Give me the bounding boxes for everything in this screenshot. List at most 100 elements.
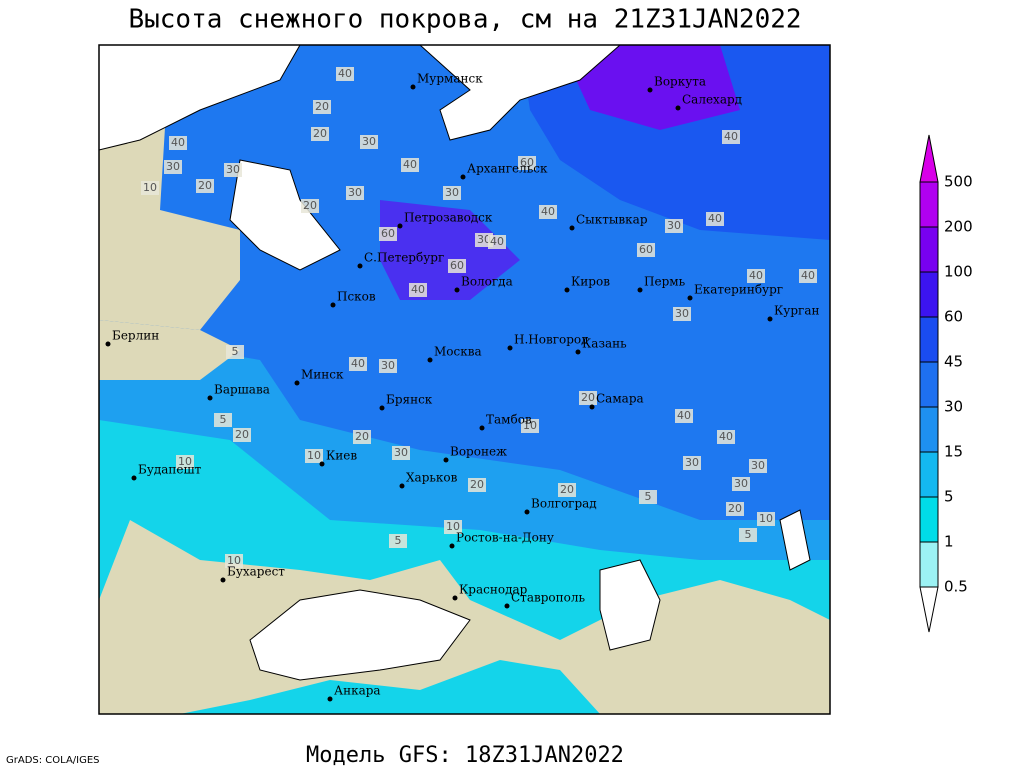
city-dot	[399, 483, 405, 489]
contour-label: 40	[338, 67, 352, 80]
city-dot	[687, 295, 693, 301]
city-label: Краснодар	[459, 583, 528, 597]
city-label: Минск	[301, 368, 344, 382]
contour-label: 40	[541, 205, 555, 218]
contour-label-box	[539, 205, 557, 219]
city-label: Берлин	[112, 329, 159, 343]
contour-label: 40	[490, 235, 504, 248]
contour-label-box	[336, 67, 354, 81]
contour-label-box	[224, 163, 242, 177]
colorbar-segment	[919, 181, 939, 228]
contour-label-box	[717, 430, 735, 444]
contour-label-box	[637, 243, 655, 257]
city-label: Мурманск	[417, 72, 483, 86]
contour-label-box	[379, 359, 397, 373]
contour-label: 30	[445, 186, 459, 199]
city-dot	[220, 577, 226, 583]
contour-label: 30	[394, 446, 408, 459]
map-frame	[98, 44, 831, 715]
city-dot	[327, 696, 333, 702]
city-label: Екатеринбург	[694, 283, 783, 297]
city-label: С.Петербург	[364, 251, 444, 265]
city-label: Брянск	[386, 393, 433, 407]
city-dot	[379, 405, 385, 411]
contour-label: 5	[395, 534, 402, 547]
contour-label-box	[389, 534, 407, 548]
contour-label-box	[196, 179, 214, 193]
contour-label-box	[233, 428, 251, 442]
city-dot	[675, 105, 681, 111]
contour-label: 60	[520, 156, 534, 169]
city-label: Н.Новгород	[514, 333, 589, 347]
contour-label-box	[799, 269, 817, 283]
contour-label-box	[448, 259, 466, 273]
city-dot	[319, 461, 325, 467]
contour-label: 20	[313, 127, 327, 140]
contour-label: 10	[227, 554, 241, 567]
city-dot	[410, 84, 416, 90]
contour-label: 30	[675, 307, 689, 320]
contour-label: 5	[745, 528, 752, 541]
contour-label-box	[226, 345, 244, 359]
colorbar-segment	[919, 361, 939, 408]
city-dot	[452, 595, 458, 601]
city-label: Тамбов	[486, 413, 532, 427]
contour-label-box	[488, 235, 506, 249]
city-dot	[569, 225, 575, 231]
contour-label: 20	[728, 502, 742, 515]
contour-label-box	[706, 212, 724, 226]
city-label: Вологда	[461, 275, 513, 289]
contour-label-box	[726, 502, 744, 516]
contour-label: 5	[645, 490, 652, 503]
city-label: Будапешт	[138, 463, 202, 477]
contour-label-box	[579, 391, 597, 405]
colorbar-segment	[919, 496, 939, 543]
subtitle: Модель GFS: 18Z31JAN2022	[306, 743, 624, 768]
caspian-sea	[599, 559, 661, 651]
contour-label-box	[305, 449, 323, 463]
city-dot	[443, 457, 449, 463]
contour-label-box	[675, 409, 693, 423]
contour-label: 60	[639, 243, 653, 256]
contour-label: 40	[171, 136, 185, 149]
contour-label: 5	[220, 413, 227, 426]
contour-label: 30	[667, 219, 681, 232]
city-label: Воркута	[654, 75, 706, 89]
contour-label-box	[392, 446, 410, 460]
city-dot	[564, 287, 570, 293]
contour-label: 20	[198, 179, 212, 192]
contour-label: 40	[403, 158, 417, 171]
contour-label: 20	[303, 199, 317, 212]
contour-label: 60	[381, 227, 395, 240]
contour-label-box	[521, 419, 539, 433]
contour-label: 10	[307, 449, 321, 462]
colorbar-upper-triangle	[919, 134, 939, 183]
city-dot	[131, 475, 137, 481]
contour-label-box	[176, 455, 194, 469]
contour-label-box	[301, 199, 319, 213]
contour-label: 20	[581, 391, 595, 404]
contour-label: 20	[235, 428, 249, 441]
city-dot	[507, 345, 513, 351]
contour-label: 20	[560, 483, 574, 496]
city-label: Анкара	[334, 684, 381, 698]
contour-label: 30	[348, 186, 362, 199]
city-dot	[427, 357, 433, 363]
city-label: Ростов-на-Дону	[456, 531, 554, 545]
contour-label-box	[732, 477, 750, 491]
city-dot	[207, 395, 213, 401]
city-dot	[647, 87, 653, 93]
contour-label: 20	[355, 430, 369, 443]
contour-label: 10	[143, 181, 157, 194]
contour-label-box	[468, 478, 486, 492]
contour-label: 10	[178, 455, 192, 468]
contour-label-box	[665, 219, 683, 233]
city-label: Курган	[774, 304, 819, 318]
title: Высота снежного покрова, см на 21Z31JAN2…	[128, 5, 801, 35]
contour-label-box	[739, 528, 757, 542]
city-label: Киев	[326, 449, 357, 463]
contour-label-box	[401, 158, 419, 172]
